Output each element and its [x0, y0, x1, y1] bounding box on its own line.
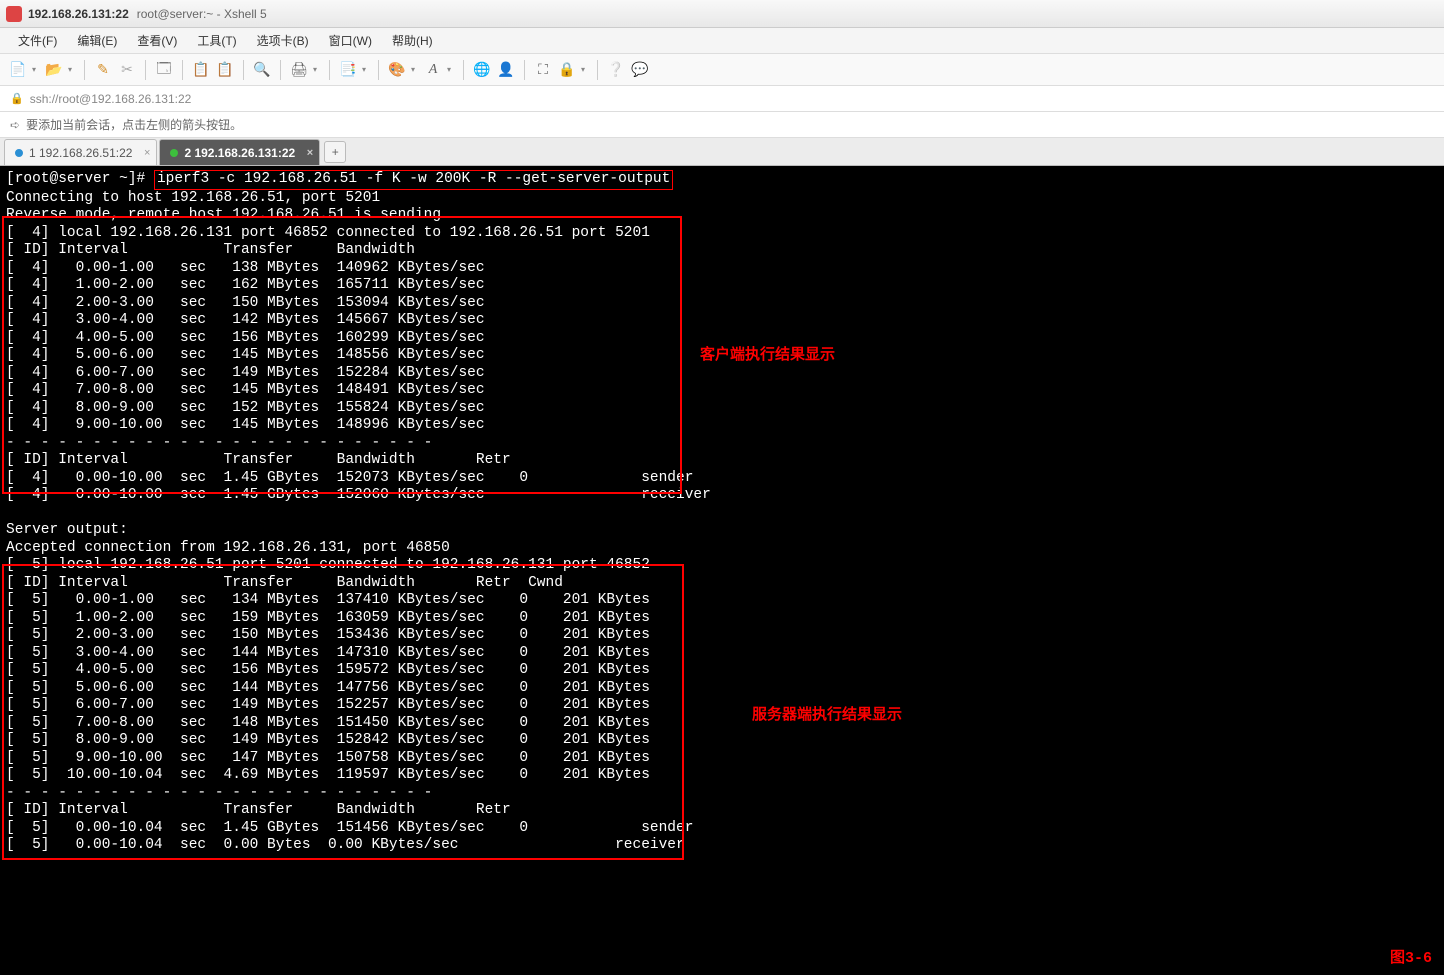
line: Accepted connection from 192.168.26.131,… [6, 540, 450, 556]
help-icon[interactable]: ❔ [606, 60, 626, 80]
properties-icon[interactable]: 🗔 [154, 60, 174, 80]
menu-help[interactable]: 帮助(H) [382, 28, 443, 53]
find-icon[interactable]: 🔍 [252, 60, 272, 80]
command-highlight: iperf3 -c 192.168.26.51 -f K -w 200K -R … [154, 170, 673, 190]
client-result-box [2, 216, 682, 494]
color-dropdown[interactable]: ▾ [411, 65, 419, 74]
app-icon [6, 6, 22, 22]
menu-window[interactable]: 窗口(W) [319, 28, 382, 53]
menu-tabs[interactable]: 选项卡(B) [247, 28, 319, 53]
print-dropdown[interactable]: ▾ [313, 65, 321, 74]
separator [182, 60, 183, 80]
prompt: [root@server ~]# [6, 171, 154, 187]
separator [280, 60, 281, 80]
menubar: 文件(F) 编辑(E) 查看(V) 工具(T) 选项卡(B) 窗口(W) 帮助(… [0, 28, 1444, 54]
reconnect-icon[interactable]: ✎ [93, 60, 113, 80]
figure-label: 图3-6 [1390, 950, 1432, 968]
menu-edit[interactable]: 编辑(E) [67, 28, 127, 53]
separator [524, 60, 525, 80]
lock-dropdown[interactable]: ▾ [581, 65, 589, 74]
line: Connecting to host 192.168.26.51, port 5… [6, 190, 380, 206]
about-icon[interactable]: 💬 [630, 60, 650, 80]
server-result-box [2, 564, 684, 860]
hint-arrow-icon: ➪ [10, 118, 20, 132]
user-icon[interactable]: 👤 [496, 60, 516, 80]
separator [597, 60, 598, 80]
tab-add-button[interactable]: + [324, 141, 346, 163]
server-annotation: 服务器端执行结果显示 [752, 706, 902, 724]
hint-text: 要添加当前会话，点击左侧的箭头按钮。 [26, 116, 242, 133]
tab-label: 1 192.168.26.51:22 [29, 146, 132, 160]
separator [463, 60, 464, 80]
new-session-icon[interactable]: 📄 [8, 60, 28, 80]
status-dot-icon [170, 149, 178, 157]
address-text: ssh://root@192.168.26.131:22 [30, 92, 192, 106]
tab-session-2[interactable]: 2 192.168.26.131:22 × [159, 139, 320, 165]
menu-view[interactable]: 查看(V) [127, 28, 187, 53]
open-icon[interactable]: 📂 [44, 60, 64, 80]
lock-icon[interactable]: 🔒 [557, 60, 577, 80]
separator [378, 60, 379, 80]
print-icon[interactable]: 🖨 [289, 60, 309, 80]
disconnect-icon[interactable]: ✂ [117, 60, 137, 80]
separator [329, 60, 330, 80]
line: Server output: [6, 522, 128, 538]
hintbar: ➪ 要添加当前会话，点击左侧的箭头按钮。 [0, 112, 1444, 138]
copy-icon[interactable]: 📋 [191, 60, 211, 80]
separator [84, 60, 85, 80]
tab-session-1[interactable]: 1 192.168.26.51:22 × [4, 139, 157, 165]
title-rest: root@server:~ - Xshell 5 [137, 7, 267, 21]
status-dot-icon [15, 149, 23, 157]
tab-label: 2 192.168.26.131:22 [184, 146, 295, 160]
separator [145, 60, 146, 80]
color-icon[interactable]: 🎨 [387, 60, 407, 80]
transfer-icon[interactable]: 📑 [338, 60, 358, 80]
font-dropdown[interactable]: ▾ [447, 65, 455, 74]
tab-close-icon[interactable]: × [307, 147, 313, 159]
paste-icon[interactable]: 📋 [215, 60, 235, 80]
ssh-lock-icon: 🔒 [10, 92, 24, 105]
client-annotation: 客户端执行结果显示 [700, 346, 835, 364]
open-dropdown[interactable]: ▾ [68, 65, 76, 74]
tabbar: 1 192.168.26.51:22 × 2 192.168.26.131:22… [0, 138, 1444, 166]
font-icon[interactable]: A [423, 60, 443, 80]
new-session-dropdown[interactable]: ▾ [32, 65, 40, 74]
toolbar: 📄 ▾ 📂 ▾ ✎ ✂ 🗔 📋 📋 🔍 🖨 ▾ 📑 ▾ 🎨 ▾ A ▾ 🌐 👤 … [0, 54, 1444, 86]
tab-close-icon[interactable]: × [144, 147, 150, 159]
terminal[interactable]: [root@server ~]# iperf3 -c 192.168.26.51… [0, 166, 1444, 975]
menu-tools[interactable]: 工具(T) [187, 28, 246, 53]
globe-icon[interactable]: 🌐 [472, 60, 492, 80]
title-host: 192.168.26.131:22 [28, 7, 129, 21]
titlebar: 192.168.26.131:22 root@server:~ - Xshell… [0, 0, 1444, 28]
addressbar[interactable]: 🔒 ssh://root@192.168.26.131:22 [0, 86, 1444, 112]
menu-file[interactable]: 文件(F) [8, 28, 67, 53]
transfer-dropdown[interactable]: ▾ [362, 65, 370, 74]
separator [243, 60, 244, 80]
fullscreen-icon[interactable]: ⛶ [533, 60, 553, 80]
